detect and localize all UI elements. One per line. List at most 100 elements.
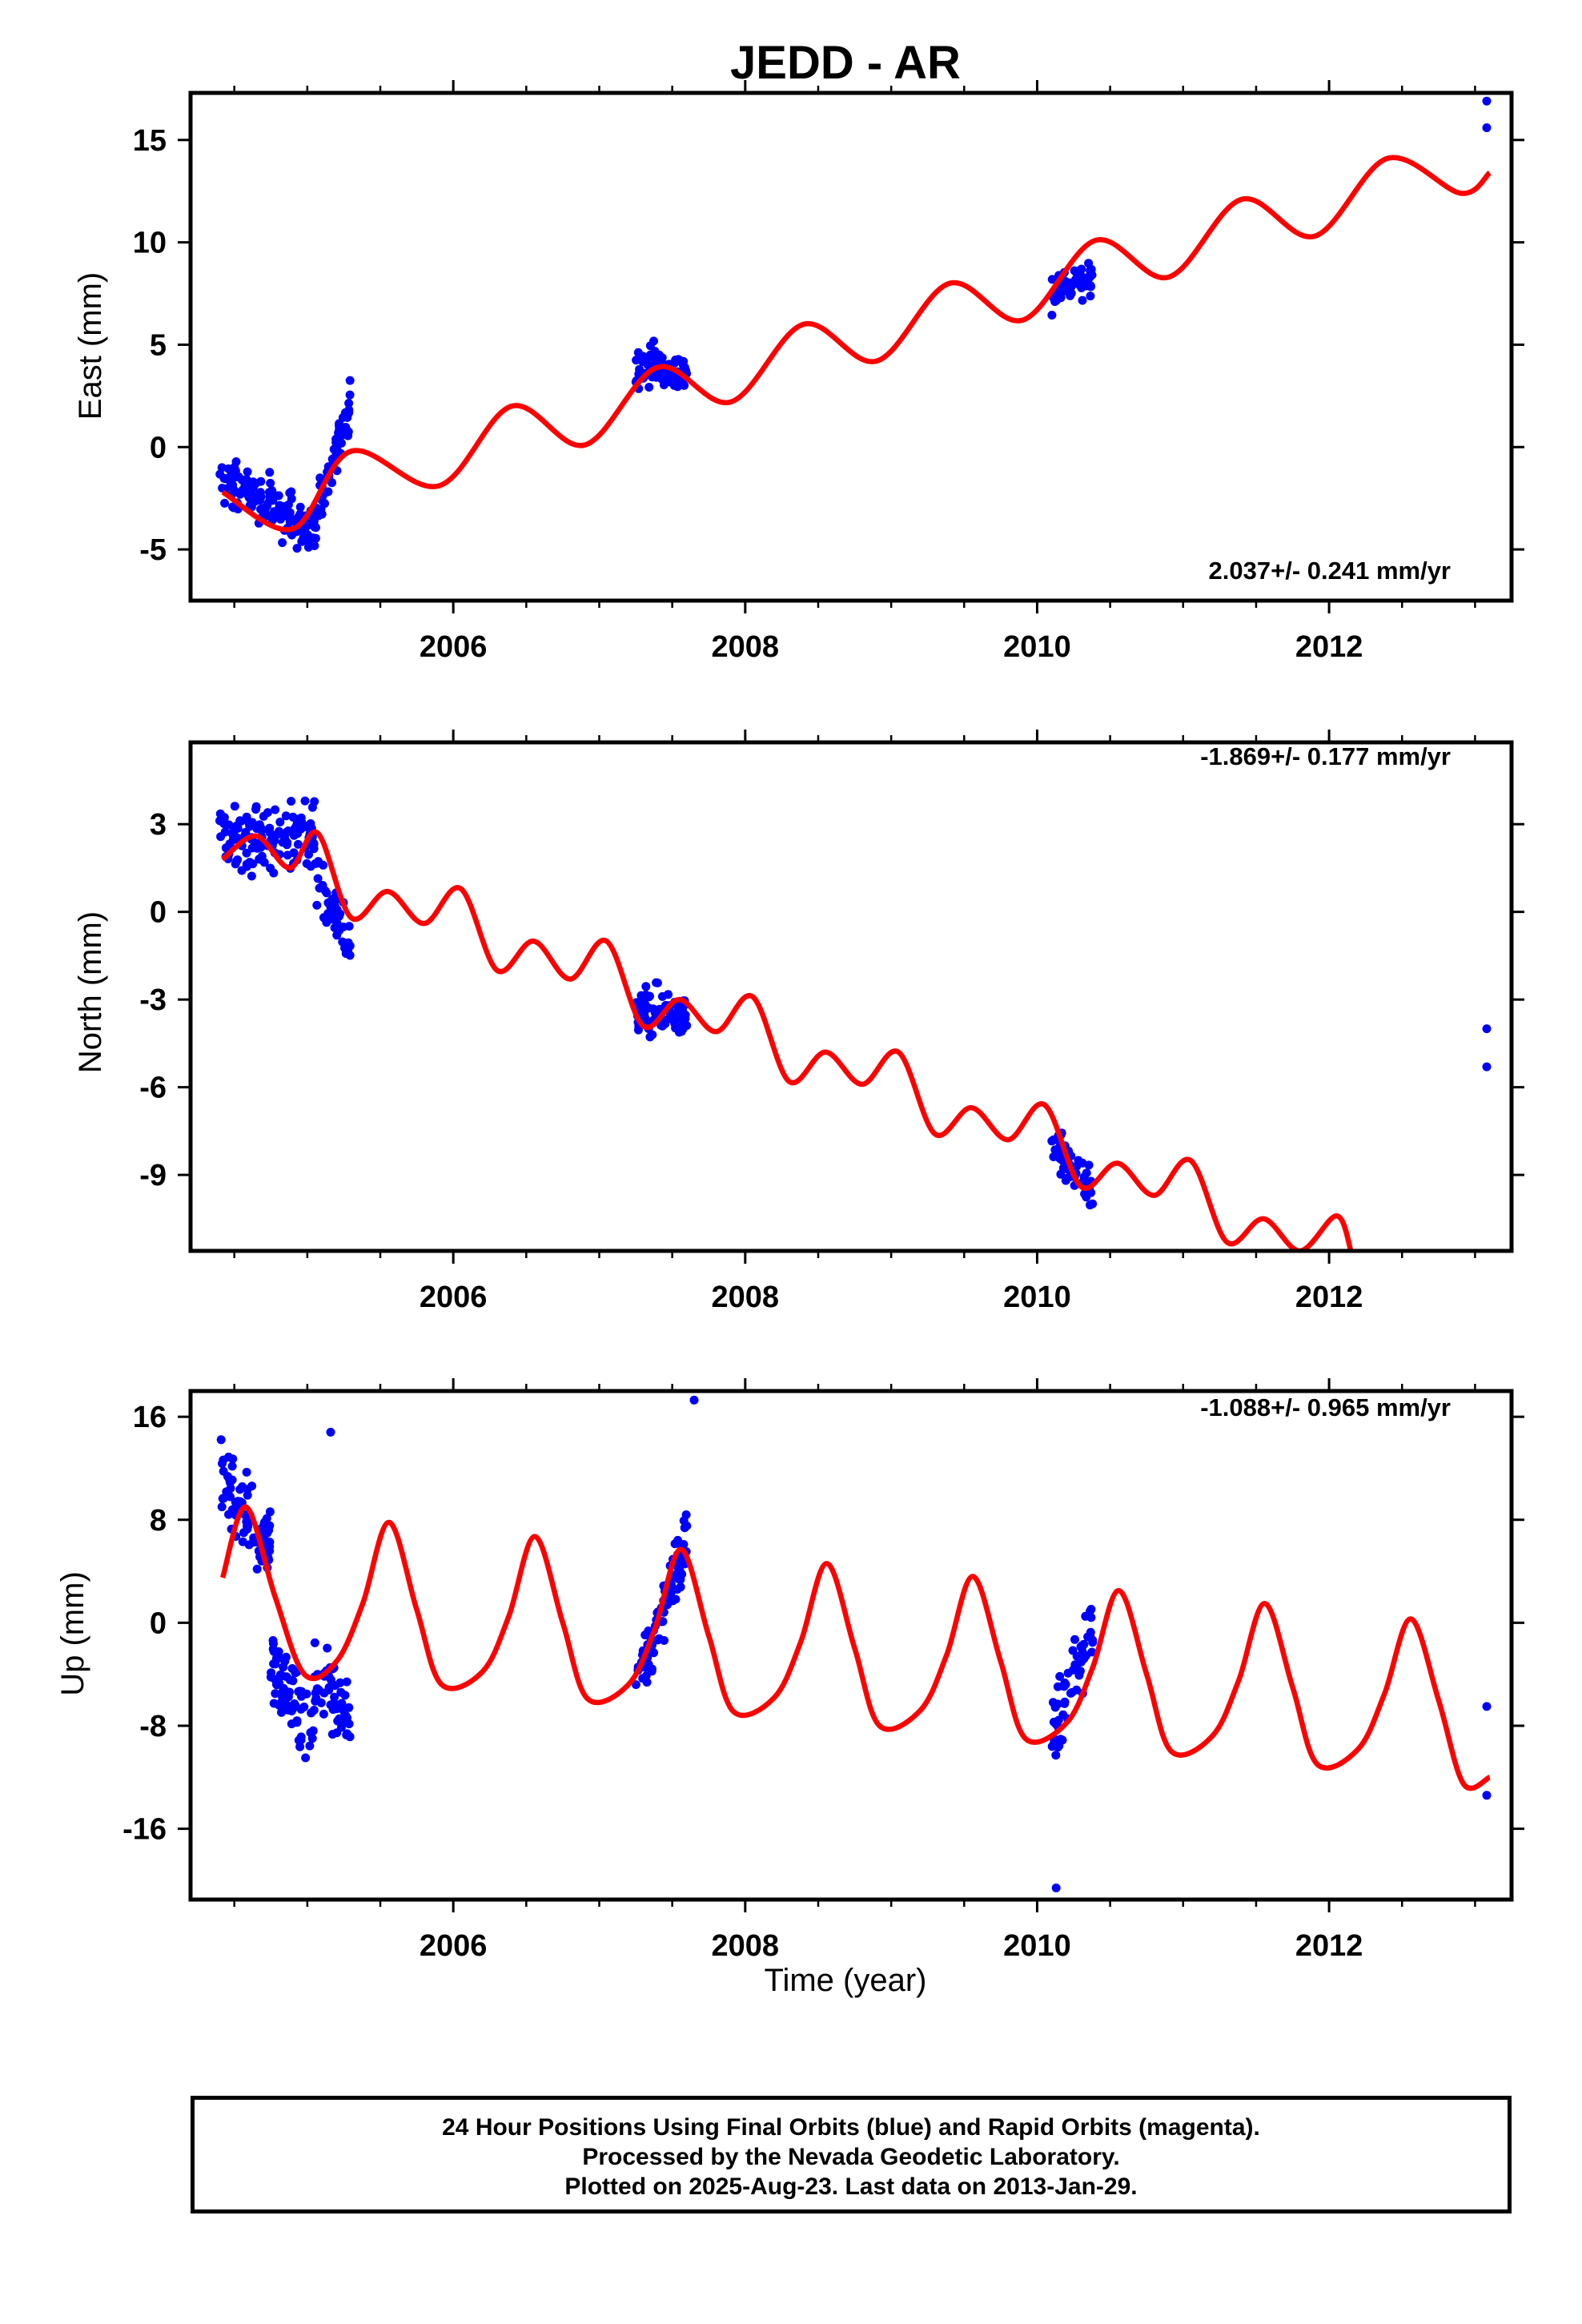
up-data-point bbox=[269, 1647, 279, 1656]
up-data-point bbox=[1078, 1647, 1087, 1657]
x-axis-label: Time (year) bbox=[765, 1963, 927, 1998]
north-data-point bbox=[682, 1021, 692, 1031]
up-xtick-label: 2010 bbox=[1003, 1929, 1071, 1963]
east-data-point bbox=[331, 444, 341, 453]
north-data-point bbox=[641, 990, 651, 999]
east-data-point bbox=[1047, 311, 1057, 320]
up-data-point bbox=[278, 1671, 287, 1681]
east-data-point bbox=[278, 538, 287, 548]
east-data-point bbox=[317, 496, 327, 505]
east-data-point bbox=[1086, 292, 1095, 301]
up-data-point bbox=[331, 1681, 340, 1691]
up-data-point bbox=[679, 1540, 689, 1549]
east-data-point bbox=[1078, 296, 1087, 305]
north-ytick-label: -9 bbox=[139, 1159, 167, 1192]
east-data-point bbox=[644, 352, 654, 361]
east-xtick-label: 2010 bbox=[1003, 630, 1071, 664]
east-plot-area bbox=[215, 96, 1492, 553]
up-data-point bbox=[676, 1582, 685, 1592]
up-data-point bbox=[277, 1707, 286, 1717]
north-xtick-label: 2012 bbox=[1295, 1281, 1363, 1314]
up-data-point bbox=[1072, 1663, 1082, 1673]
up-data-point bbox=[1074, 1671, 1084, 1680]
up-data-point bbox=[296, 1735, 306, 1745]
caption-line-3: Plotted on 2025-Aug-23. Last data on 201… bbox=[564, 2173, 1138, 2200]
north-data-point bbox=[1482, 1024, 1492, 1034]
up-data-point bbox=[1053, 1682, 1062, 1691]
north-data-point bbox=[344, 922, 354, 931]
north-data-point bbox=[247, 871, 256, 881]
north-data-point bbox=[665, 1014, 674, 1023]
north-data-point bbox=[251, 802, 261, 811]
north-data-point bbox=[312, 900, 322, 910]
up-data-point bbox=[269, 1699, 279, 1708]
east-xtick-label: 2006 bbox=[420, 630, 488, 664]
north-data-point bbox=[1058, 1164, 1068, 1172]
up-data-point bbox=[647, 1667, 656, 1676]
north-data-point bbox=[293, 839, 303, 849]
up-data-point bbox=[232, 1501, 242, 1510]
north-xtick-label: 2010 bbox=[1003, 1281, 1071, 1314]
east-data-point bbox=[230, 463, 239, 472]
up-ytick-label: 16 bbox=[133, 1401, 167, 1434]
east-data-point bbox=[282, 507, 291, 517]
up-data-point bbox=[1482, 1702, 1492, 1711]
up-data-point bbox=[295, 1742, 305, 1751]
east-data-point bbox=[251, 479, 260, 489]
east-data-point bbox=[287, 487, 296, 497]
east-data-point bbox=[220, 498, 230, 508]
north-data-point bbox=[313, 874, 323, 883]
caption-box: 24 Hour Positions Using Final Orbits (bl… bbox=[191, 2096, 1512, 2213]
up-data-point bbox=[631, 1680, 640, 1690]
north-data-point bbox=[300, 796, 310, 806]
up-data-point bbox=[336, 1687, 346, 1697]
up-data-point bbox=[227, 1475, 237, 1485]
up-data-point bbox=[1081, 1611, 1090, 1621]
up-data-point bbox=[1053, 1699, 1062, 1709]
east-data-point bbox=[312, 510, 322, 520]
east-data-point bbox=[659, 380, 669, 390]
east-data-point bbox=[679, 362, 689, 372]
east-data-point bbox=[1058, 280, 1068, 290]
east-data-point bbox=[267, 486, 277, 496]
north-ytick-label: 0 bbox=[150, 896, 167, 930]
north-data-point bbox=[307, 802, 317, 812]
up-data-point bbox=[271, 1659, 280, 1669]
north-data-point bbox=[1074, 1156, 1083, 1165]
up-data-point bbox=[1051, 1751, 1061, 1760]
east-panel: East (mm) 2.037+/- 0.241 mm/yr -5 0 5 10 15 2… bbox=[73, 80, 1524, 664]
north-data-point bbox=[335, 911, 343, 921]
up-data-point bbox=[1076, 1657, 1086, 1667]
east-data-point bbox=[344, 399, 354, 408]
up-data-point bbox=[242, 1467, 251, 1477]
up-data-point bbox=[1055, 1671, 1065, 1681]
east-data-point bbox=[1077, 264, 1086, 274]
north-data-point bbox=[343, 940, 353, 950]
north-data-point bbox=[241, 827, 251, 837]
up-xtick-label: 2006 bbox=[420, 1929, 488, 1963]
east-data-point bbox=[274, 491, 283, 501]
east-data-point bbox=[632, 356, 641, 365]
east-data-point bbox=[260, 505, 270, 514]
up-data-point bbox=[342, 1731, 351, 1739]
up-data-point bbox=[1051, 1884, 1061, 1892]
east-data-point bbox=[345, 376, 355, 385]
east-data-point bbox=[267, 493, 276, 503]
north-panel: North (mm) -1.869+/- 0.177 mm/yr -9 -6 -3 0… bbox=[73, 730, 1524, 1314]
east-data-point bbox=[335, 424, 344, 434]
north-data-point bbox=[232, 856, 242, 866]
north-data-point bbox=[242, 848, 251, 858]
north-data-point bbox=[319, 860, 328, 870]
up-ytick-label: 0 bbox=[150, 1606, 167, 1640]
up-plot-area bbox=[216, 1395, 1492, 1892]
up-data-point bbox=[1060, 1699, 1070, 1708]
north-rate-label: -1.869+/- 0.177 mm/yr bbox=[1200, 742, 1451, 770]
east-data-point bbox=[1082, 273, 1092, 283]
up-data-point bbox=[649, 1648, 658, 1658]
up-data-point bbox=[1087, 1647, 1097, 1657]
north-data-point bbox=[289, 826, 298, 836]
east-data-point bbox=[225, 472, 235, 482]
up-data-point bbox=[331, 1704, 341, 1714]
east-data-point bbox=[1047, 275, 1057, 284]
north-data-point bbox=[297, 818, 307, 827]
